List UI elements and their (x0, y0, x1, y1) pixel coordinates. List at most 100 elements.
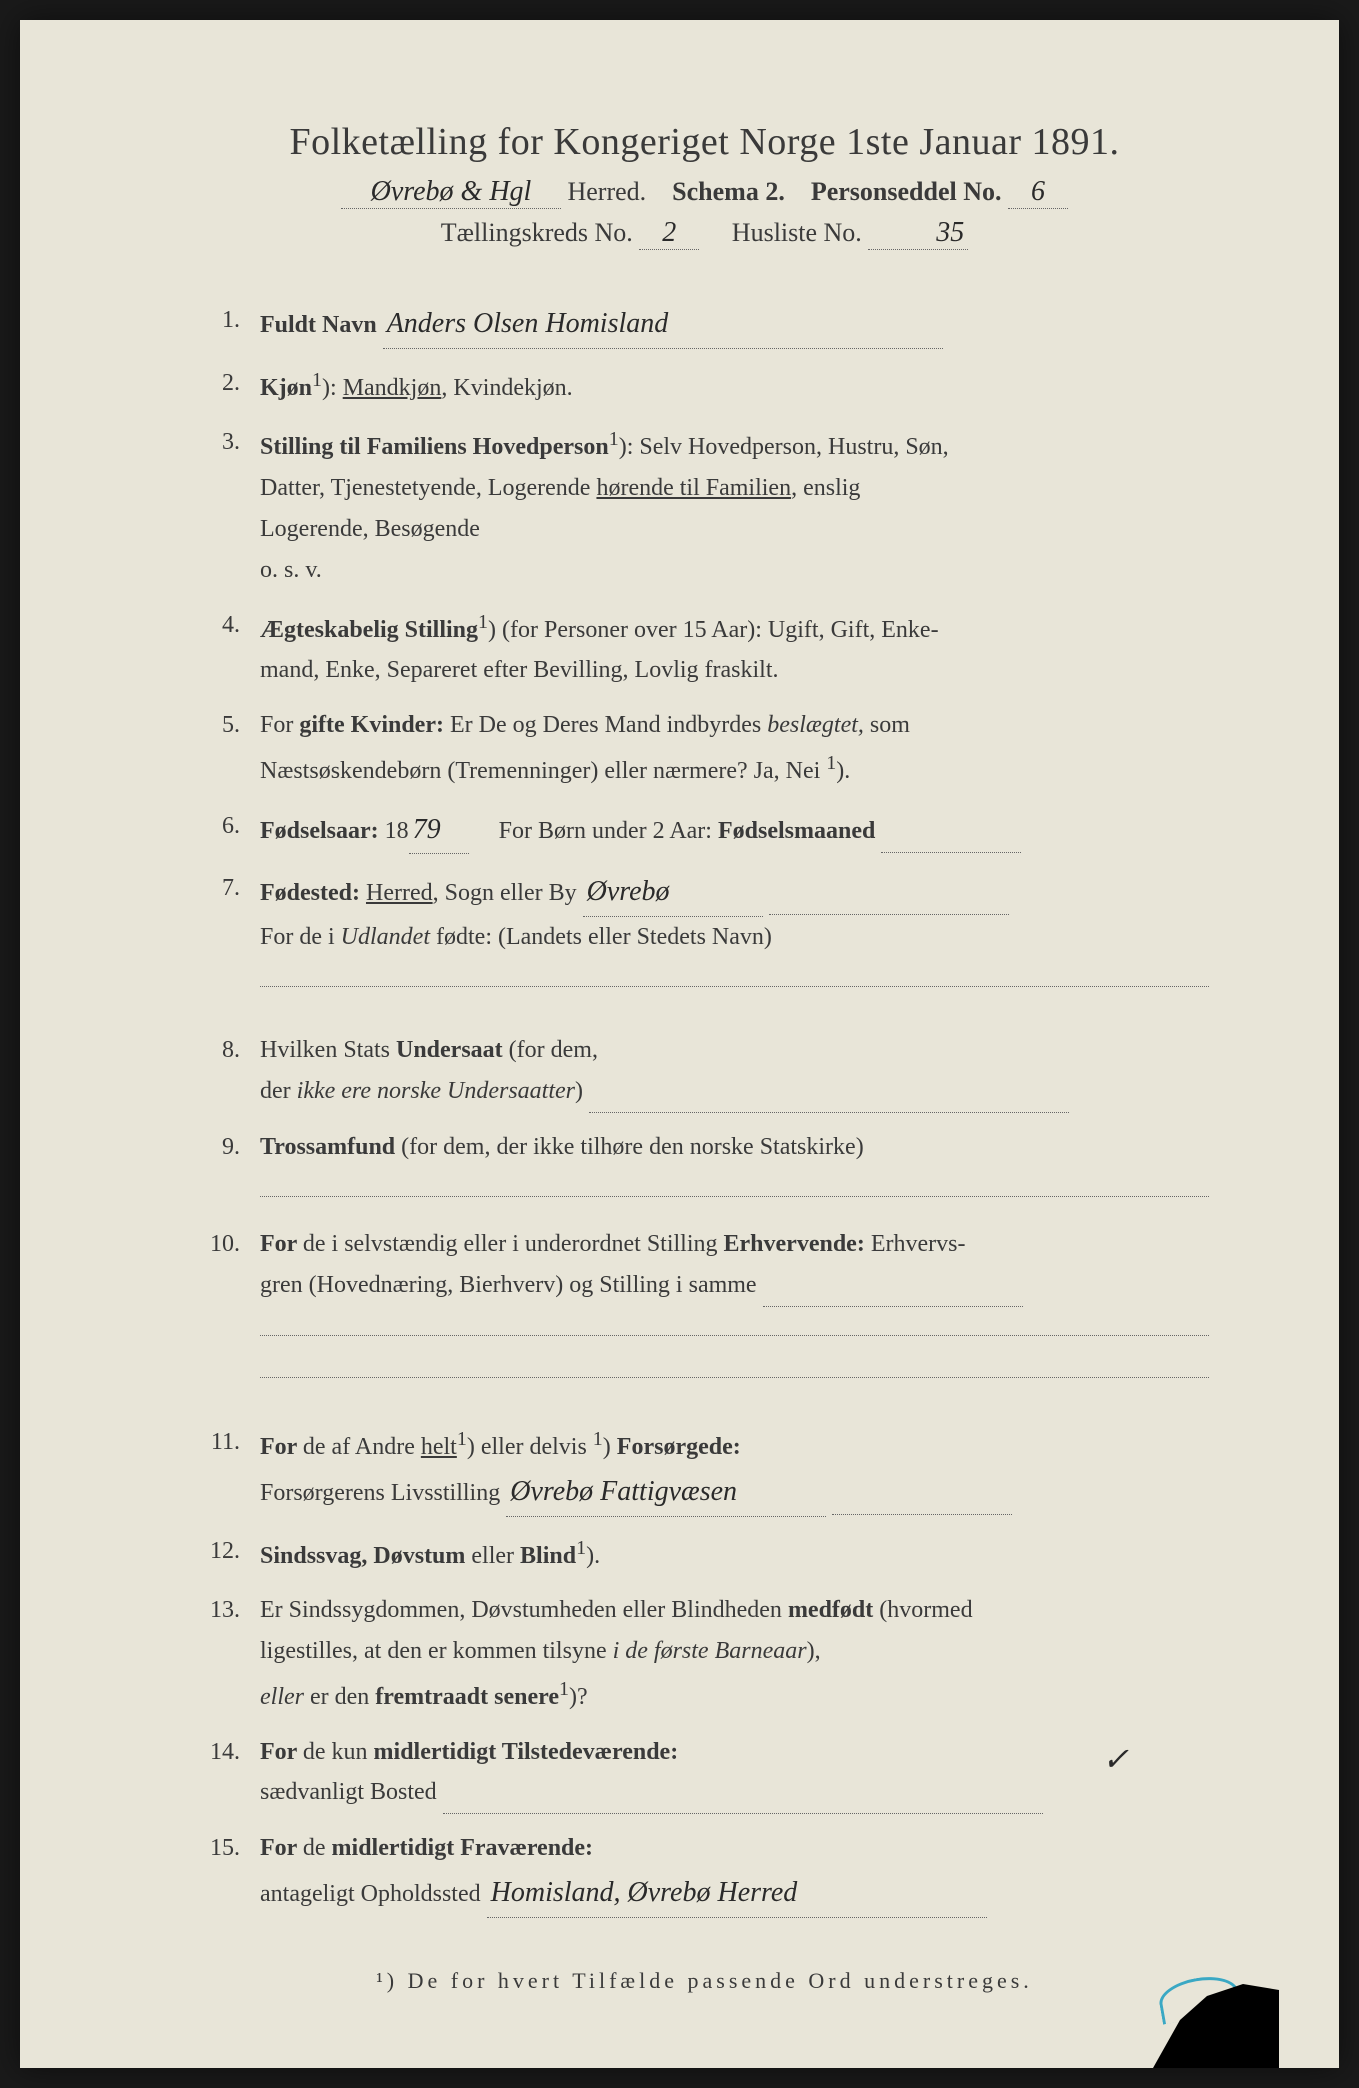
personseddel-no: 6 (1008, 176, 1068, 209)
item-4: 4. Ægteskabelig Stilling1) (for Personer… (200, 605, 1209, 692)
item-3: 3. Stilling til Familiens Hovedperson1):… (200, 422, 1209, 590)
label: Fødselsaar: (260, 818, 379, 844)
label: Sindssvag, Døvstum (260, 1543, 465, 1569)
herred-label: Herred. (567, 177, 646, 206)
item-content: Trossamfund (for dem, der ikke tilhøre d… (260, 1127, 1209, 1210)
herred-line: Øvrebø & Hgl Herred. Schema 2. Personsed… (200, 176, 1209, 209)
residence-value: Homisland, Øvrebø Herred (487, 1869, 987, 1918)
item-content: Fuldt Navn Anders Olsen Homisland (260, 300, 1209, 349)
line1b: som (864, 712, 910, 738)
census-form-page: Folketælling for Kongeriget Norge 1ste J… (20, 20, 1339, 2068)
item-content: Fødested: Herred, Sogn eller By Øvrebø F… (260, 868, 1209, 1000)
line1: Er De og Deres Mand indbyrdes (444, 712, 767, 738)
item-12: 12. Sindssvag, Døvstum eller Blind1). (200, 1531, 1209, 1577)
item-content: For de midlertidigt Fraværende: antageli… (260, 1828, 1209, 1917)
line2-post: fødte: (Landets eller Stedets Navn) (430, 924, 772, 950)
blank (443, 1772, 1043, 1814)
dotline (260, 1168, 1209, 1197)
label: Fuldt Navn (260, 312, 377, 338)
provider-value: Øvrebø Fattigvæsen (506, 1468, 826, 1517)
line3: Logerende, Besøgende (260, 516, 480, 542)
line2: der (260, 1078, 297, 1104)
sup: 1 (312, 369, 322, 391)
item-num: 5. (200, 705, 260, 746)
pre: For (260, 1434, 303, 1460)
item-13: 13. Er Sindssygdommen, Døvstumheden elle… (200, 1590, 1209, 1717)
label: Kjøn (260, 375, 312, 401)
kreds-line: Tællingskreds No. 2 Husliste No. 35 (200, 217, 1209, 250)
item-content: For de af Andre helt1) eller delvis 1) F… (260, 1422, 1209, 1516)
bold: medfødt (788, 1597, 873, 1623)
bold: Forsørgede: (617, 1434, 741, 1460)
sup2: 1 (593, 1428, 603, 1450)
item-num: 14. (200, 1732, 260, 1773)
item-content: For gifte Kvinder: Er De og Deres Mand i… (260, 705, 1209, 792)
bold2: fremtraadt senere (375, 1684, 559, 1710)
line1b: (hvormed (873, 1597, 972, 1623)
kreds-no: 2 (639, 217, 699, 250)
name-value: Anders Olsen Homisland (383, 300, 943, 349)
item-8: 8. Hvilken Stats Undersaat (for dem, der… (200, 1030, 1209, 1113)
item-content: For de i selvstændig eller i underordnet… (260, 1224, 1209, 1392)
text1: de af Andre (303, 1434, 421, 1460)
label: Stilling til Familiens Hovedperson (260, 434, 609, 460)
item-content: Sindssvag, Døvstum eller Blind1). (260, 1531, 1209, 1577)
item-num: 13. (200, 1590, 260, 1631)
sup: 1 (576, 1537, 586, 1559)
item-1: 1. Fuldt Navn Anders Olsen Homisland (200, 300, 1209, 349)
italic: beslægtet, (767, 712, 864, 738)
line2: Næstsøskendebørn (Tremenninger) eller næ… (260, 758, 826, 784)
birthplace-value: Øvrebø (583, 868, 763, 917)
item-10: 10. For de i selvstændig eller i underor… (200, 1224, 1209, 1392)
line1: Er Sindssygdommen, Døvstumheden eller Bl… (260, 1597, 788, 1623)
sup: 1 (559, 1678, 569, 1700)
line2: Forsørgerens Livsstilling (260, 1480, 500, 1506)
item-14: 14. For de kun midlertidigt Tilstedevære… (200, 1732, 1209, 1815)
italic: i de første Barneaar (613, 1638, 807, 1664)
line1: ): Selv Hovedperson, Hustru, Søn, (619, 434, 949, 460)
item-num: 10. (200, 1224, 260, 1265)
bold1: Erhvervende: (724, 1231, 865, 1257)
item-content: Stilling til Familiens Hovedperson1): Se… (260, 422, 1209, 590)
blank (589, 1071, 1069, 1113)
label: Ægteskabelig Stilling (260, 617, 478, 643)
dotline (260, 1350, 1209, 1379)
line2-italic: Udlandet (341, 924, 430, 950)
item-5: 5. For gifte Kvinder: Er De og Deres Man… (200, 705, 1209, 792)
item-num: 1. (200, 300, 260, 341)
line2b: ), (807, 1638, 821, 1664)
dotline (260, 1307, 1209, 1336)
line2: sædvanligt Bosted (260, 1779, 437, 1805)
form-title: Folketælling for Kongeriget Norge 1ste J… (200, 120, 1209, 164)
pre: For (260, 1739, 303, 1765)
line4: o. s. v. (260, 557, 322, 583)
dotline (260, 958, 1209, 987)
item-7: 7. Fødested: Herred, Sogn eller By Øvreb… (200, 868, 1209, 1000)
text2: ) eller delvis (467, 1434, 593, 1460)
line3: er den (310, 1684, 375, 1710)
line2b: ). (836, 758, 850, 784)
line3b: )? (569, 1684, 588, 1710)
text: ): Mandkjøn, Kvindekjøn. (322, 375, 573, 401)
item-2: 2. Kjøn1): Mandkjøn, Kvindekjøn. (200, 363, 1209, 409)
bold: Undersaat (396, 1037, 503, 1063)
label: Fødested: (260, 880, 360, 906)
month-blank (881, 811, 1021, 853)
item-content: Ægteskabelig Stilling1) (for Personer ov… (260, 605, 1209, 692)
husliste-no: 35 (868, 217, 968, 250)
line2: antageligt Opholdssted (260, 1881, 481, 1907)
text: de (303, 1835, 332, 1861)
item-num: 7. (200, 868, 260, 909)
item-num: 4. (200, 605, 260, 646)
item-content: Hvilken Stats Undersaat (for dem, der ik… (260, 1030, 1209, 1113)
blank (769, 873, 1009, 915)
item-num: 2. (200, 363, 260, 404)
pre: For (260, 1835, 303, 1861)
item-content: Er Sindssygdommen, Døvstumheden eller Bl… (260, 1590, 1209, 1717)
label2: Fødselsmaaned (718, 818, 875, 844)
footnote: ¹) De for hvert Tilfælde passende Ord un… (200, 1968, 1209, 1994)
end: ). (586, 1543, 600, 1569)
italic: ikke ere norske Undersaatter (297, 1078, 575, 1104)
line2: ligestilles, at den er kommen tilsyne (260, 1638, 613, 1664)
text2: For Børn under 2 Aar: (499, 818, 718, 844)
